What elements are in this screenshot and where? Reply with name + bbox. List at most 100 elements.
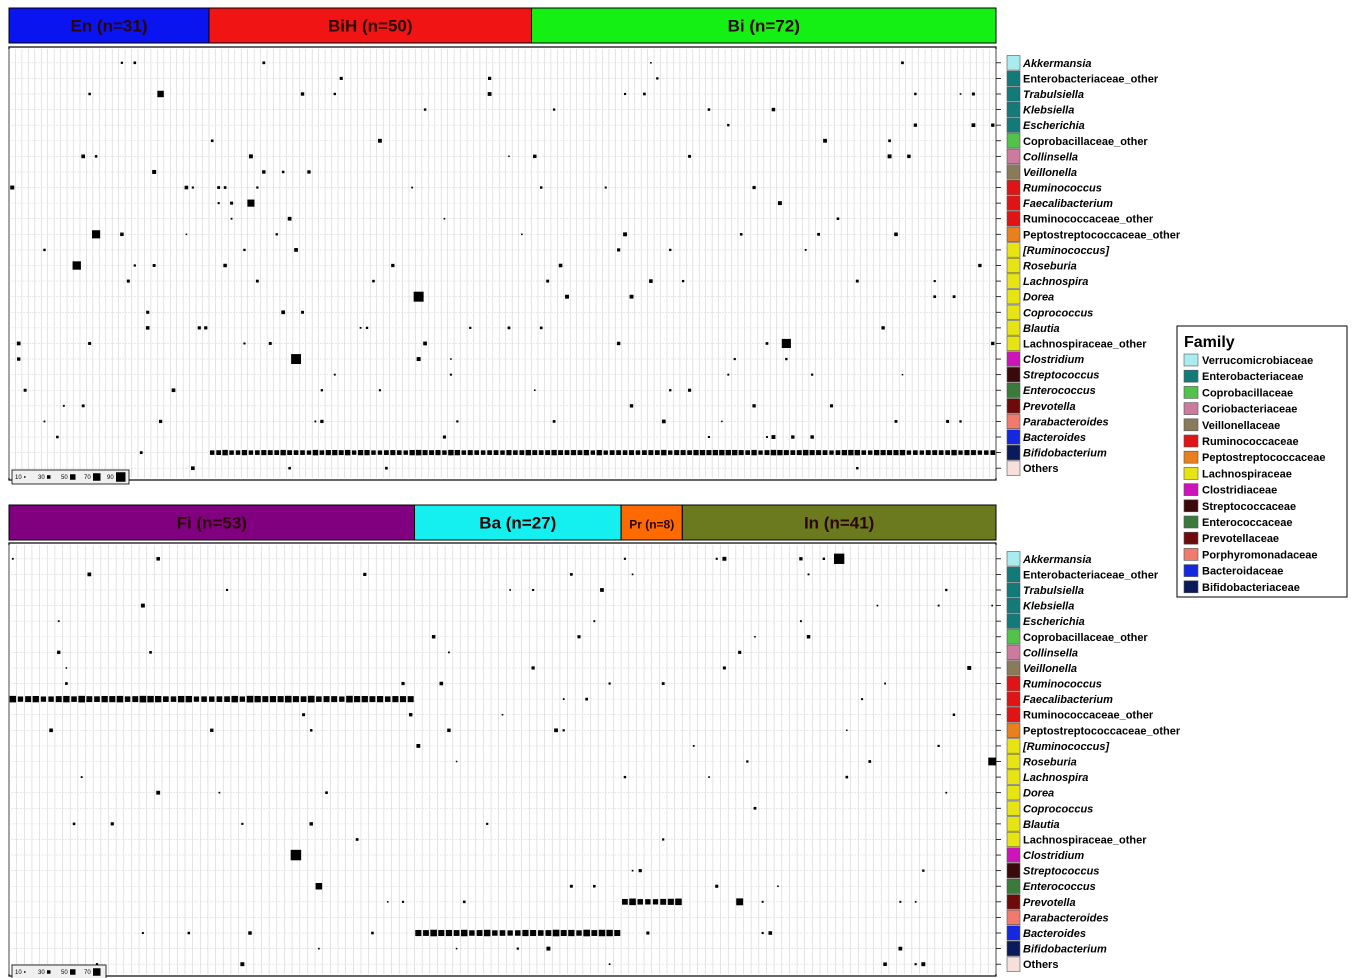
abundance-square xyxy=(338,450,344,456)
abundance-square xyxy=(583,929,590,937)
abundance-square xyxy=(770,449,777,456)
row-label: [Ruminococcus] xyxy=(1022,245,1110,257)
abundance-square xyxy=(937,604,940,607)
abundance-square xyxy=(65,682,68,685)
abundance-square xyxy=(120,61,123,64)
row-label: Klebsiella xyxy=(1023,601,1074,613)
abundance-square xyxy=(430,929,437,937)
abundance-square xyxy=(65,667,68,669)
abundance-square xyxy=(816,450,822,456)
abundance-square xyxy=(48,696,54,702)
abundance-square xyxy=(456,420,459,423)
abundance-square xyxy=(988,757,997,766)
row-label: Trabulsiella xyxy=(1023,585,1084,597)
abundance-square xyxy=(386,901,389,903)
abundance-square xyxy=(246,695,254,703)
abundance-square xyxy=(293,450,299,455)
family-legend-swatch xyxy=(1183,499,1199,513)
abundance-square xyxy=(81,154,86,159)
abundance-square xyxy=(133,264,136,267)
abundance-square xyxy=(552,108,556,111)
abundance-square xyxy=(894,232,898,237)
abundance-square xyxy=(656,77,659,80)
abundance-square xyxy=(538,450,544,455)
abundance-square xyxy=(454,449,460,456)
abundance-square xyxy=(307,170,311,174)
abundance-square xyxy=(585,697,589,701)
abundance-square xyxy=(71,696,77,702)
abundance-square xyxy=(758,450,763,455)
abundance-square xyxy=(331,696,338,703)
abundance-square xyxy=(461,450,467,455)
abundance-square xyxy=(469,326,472,329)
row-family-swatch xyxy=(1006,148,1021,164)
abundance-square xyxy=(719,449,725,456)
abundance-square xyxy=(791,435,795,439)
abundance-square xyxy=(519,450,525,455)
group-header-label: BiH (n=50) xyxy=(328,17,413,36)
abundance-square xyxy=(608,963,611,966)
abundance-square xyxy=(416,744,421,748)
size-legend-square xyxy=(47,970,51,974)
abundance-square xyxy=(455,947,458,950)
abundance-square xyxy=(822,557,826,560)
abundance-square xyxy=(984,450,989,455)
abundance-square xyxy=(604,186,607,189)
row-family-swatch xyxy=(1006,660,1021,676)
heatmap-panel-bottom: Fi (n=53) Ba (n=27) Pr (n=8) In (n=41) 10 30 5… xyxy=(8,504,1181,978)
family-legend-swatch xyxy=(1183,580,1199,594)
abundance-square xyxy=(681,279,685,283)
abundance-square xyxy=(822,450,828,456)
abundance-square xyxy=(10,185,15,190)
abundance-square xyxy=(806,635,811,639)
row-label: Enterobacteriaceae_other xyxy=(1023,73,1159,85)
abundance-square xyxy=(799,557,803,561)
abundance-square xyxy=(411,186,414,189)
family-legend-swatch xyxy=(1183,515,1199,529)
abundance-square xyxy=(661,449,667,456)
abundance-square xyxy=(415,449,422,456)
abundance-square xyxy=(898,946,903,951)
abundance-square xyxy=(268,341,272,345)
row-label: [Ruminococcus] xyxy=(1022,741,1110,753)
abundance-square xyxy=(531,666,535,670)
heatmap-frame xyxy=(8,46,997,481)
abundance-square xyxy=(893,450,899,456)
abundance-square xyxy=(132,696,139,703)
abundance-square xyxy=(977,450,983,455)
abundance-square xyxy=(378,389,381,392)
abundance-square xyxy=(239,696,246,702)
abundance-square xyxy=(383,450,389,456)
abundance-square xyxy=(738,450,744,456)
family-legend-box xyxy=(1176,325,1348,598)
abundance-square xyxy=(629,898,636,906)
abundance-square xyxy=(752,185,756,190)
abundance-square xyxy=(692,745,695,747)
row-family-swatch xyxy=(1006,847,1021,863)
abundance-square xyxy=(325,791,328,795)
abundance-square xyxy=(312,449,319,456)
abundance-square xyxy=(708,776,710,778)
abundance-square xyxy=(156,790,161,795)
size-legend-label: 70 xyxy=(84,475,91,481)
abundance-square xyxy=(43,420,46,423)
abundance-square xyxy=(94,696,100,702)
family-legend-swatch xyxy=(1183,531,1199,545)
abundance-square xyxy=(637,899,643,905)
abundance-square xyxy=(149,651,152,654)
size-legend-label: 90 xyxy=(107,475,114,481)
abundance-square xyxy=(513,450,518,455)
row-labels: Akkermansia Enterobacteriaceae_other Trabu… xyxy=(996,55,1181,476)
abundance-square xyxy=(323,696,330,703)
abundance-square xyxy=(155,695,162,703)
row-family-swatch xyxy=(1006,460,1021,476)
abundance-square xyxy=(57,620,60,623)
family-legend-label: Peptostreptococcaceae xyxy=(1202,452,1326,464)
abundance-square xyxy=(525,449,531,456)
abundance-square xyxy=(732,449,738,456)
abundance-square xyxy=(583,449,590,456)
abundance-square xyxy=(487,92,492,96)
abundance-square xyxy=(515,930,521,936)
abundance-square xyxy=(269,696,277,703)
abundance-square xyxy=(622,450,628,455)
